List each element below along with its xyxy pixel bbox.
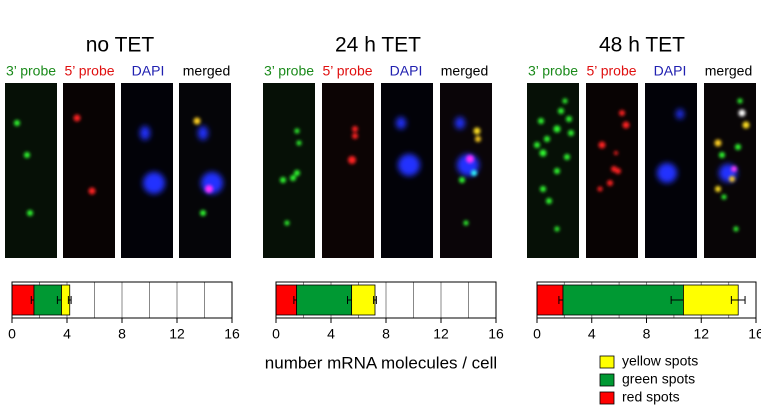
x-tick-label: 16 <box>488 326 504 342</box>
bar-segment <box>296 284 353 316</box>
channel-label: DAPI <box>654 63 687 79</box>
error-bar <box>373 296 377 304</box>
x-axis-label: number mRNA molecules / cell <box>265 353 497 372</box>
plot-frame <box>536 281 757 319</box>
panel-title: 24 h TET <box>335 34 421 57</box>
legend-swatch <box>599 373 615 387</box>
x-tick-label: 12 <box>433 326 449 342</box>
legend-label: green spots <box>622 371 695 387</box>
x-tick-label: 16 <box>748 326 761 342</box>
x-tick-label: 4 <box>588 326 596 342</box>
channel-label: 5’ probe <box>586 63 636 79</box>
channel-label: merged <box>183 63 230 79</box>
channel-label: merged <box>441 63 488 79</box>
x-tick-label: 12 <box>169 326 185 342</box>
error-bar <box>730 296 746 304</box>
channel-label: DAPI <box>132 63 165 79</box>
x-tick-label: 4 <box>327 326 335 342</box>
channel-label: DAPI <box>390 63 423 79</box>
bar-segment <box>562 284 684 316</box>
error-bar <box>67 296 72 304</box>
x-tick-label: 8 <box>643 326 651 342</box>
x-tick-label: 8 <box>382 326 390 342</box>
panel-title: 48 h TET <box>599 34 685 57</box>
micrographs <box>5 83 756 258</box>
bar-segment <box>683 284 739 316</box>
channel-label: 3’ probe <box>6 63 56 79</box>
bar-segment <box>351 284 376 316</box>
x-tick-label: 8 <box>118 326 126 342</box>
x-tick-label: 0 <box>8 326 16 342</box>
panel-title: no TET <box>86 34 155 57</box>
channel-label: 5’ probe <box>322 63 372 79</box>
bar-segment <box>11 284 35 316</box>
x-tick-label: 0 <box>533 326 541 342</box>
x-tick-label: 12 <box>693 326 709 342</box>
channel-label: merged <box>705 63 752 79</box>
channel-label: 3’ probe <box>528 63 578 79</box>
x-tick-label: 4 <box>63 326 71 342</box>
channel-label: 5’ probe <box>64 63 114 79</box>
legend-swatch <box>599 355 615 369</box>
x-tick-label: 16 <box>224 326 240 342</box>
legend-swatch <box>599 391 615 405</box>
x-tick-label: 0 <box>272 326 280 342</box>
channel-label: 3’ probe <box>264 63 314 79</box>
legend-label: red spots <box>622 389 680 405</box>
legend-label: yellow spots <box>622 353 698 369</box>
plot-frame <box>275 281 497 319</box>
plot-frame <box>11 281 233 319</box>
